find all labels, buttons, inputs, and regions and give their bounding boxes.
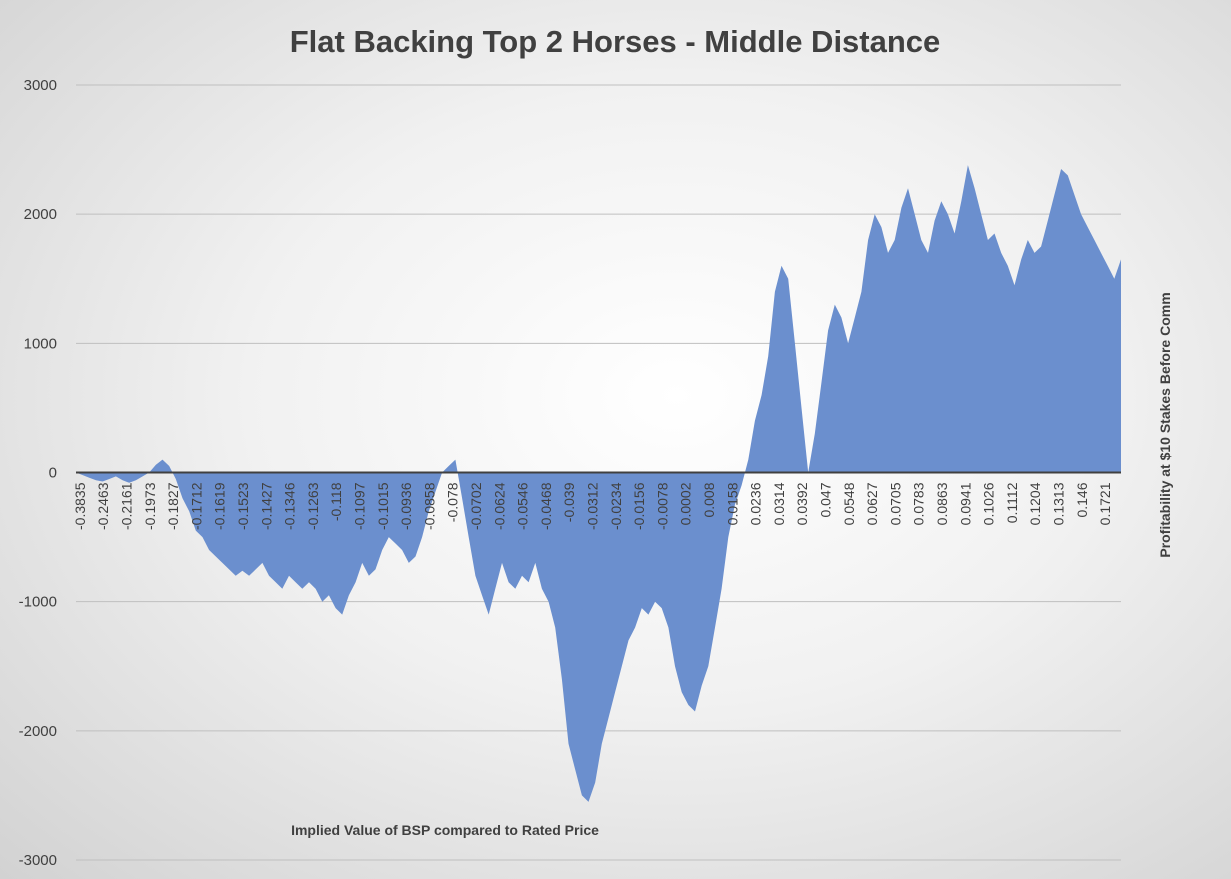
x-tick-label: -0.1015 <box>375 482 391 530</box>
x-tick-label: 0.008 <box>701 482 717 517</box>
x-tick-label: -0.078 <box>445 482 461 522</box>
x-tick-label: -0.3835 <box>72 482 88 530</box>
y-tick-label: -3000 <box>19 852 57 869</box>
x-axis: -0.3835 -0.2463 -0.2161 -0.1973 -0.1827 -0.17… <box>72 482 1113 530</box>
x-tick-label: 0.0705 <box>887 482 903 525</box>
x-tick-label: 0.047 <box>818 482 834 517</box>
x-tick-label: 0.0002 <box>678 482 694 525</box>
x-tick-label: -0.0936 <box>398 482 414 530</box>
x-tick-label: 0.0783 <box>911 482 927 525</box>
x-tick-label: -0.0468 <box>538 482 554 530</box>
x-tick-label: 0.0941 <box>957 482 973 525</box>
x-tick-label: -0.0624 <box>491 482 507 530</box>
x-tick-label: 0.1112 <box>1004 482 1020 523</box>
x-tick-label: -0.0156 <box>631 482 647 530</box>
x-tick-label: -0.2161 <box>119 482 135 530</box>
x-tick-label: -0.0234 <box>608 482 624 530</box>
x-tick-label: -0.1427 <box>258 482 274 530</box>
x-tick-label: -0.0702 <box>468 482 484 530</box>
x-tick-label: -0.0546 <box>515 482 531 530</box>
y-axis-label: Profitability at $10 Stakes Before Comm <box>1157 292 1173 557</box>
y-tick-label: 2000 <box>24 206 57 223</box>
x-tick-label: 0.0548 <box>841 482 857 525</box>
x-tick-label: 0.0158 <box>724 482 740 525</box>
x-tick-label: -0.1827 <box>165 482 181 530</box>
y-tick-label: 1000 <box>24 335 57 352</box>
x-tick-label: -0.118 <box>328 482 344 521</box>
x-tick-label: 0.0627 <box>864 482 880 525</box>
x-tick-label: -0.1263 <box>305 482 321 530</box>
x-tick-label: 0.0863 <box>934 482 950 525</box>
y-tick-label: 0 <box>49 465 57 482</box>
plot-area <box>76 165 1121 802</box>
x-tick-label: 0.1313 <box>1051 482 1067 525</box>
x-tick-label: -0.1097 <box>352 482 368 530</box>
x-tick-label: -0.1523 <box>235 482 251 530</box>
x-tick-label: -0.2463 <box>95 482 111 530</box>
y-tick-label: -1000 <box>19 594 57 611</box>
x-tick-label: 0.1026 <box>981 482 997 525</box>
x-tick-label: 0.0236 <box>748 482 764 525</box>
x-tick-label: 0.0314 <box>771 482 787 525</box>
x-axis-label: Implied Value of BSP compared to Rated P… <box>291 822 599 838</box>
x-tick-label: 0.1204 <box>1027 482 1043 525</box>
x-tick-label: -0.0858 <box>421 482 437 530</box>
x-tick-label: 0.146 <box>1074 482 1090 517</box>
chart-title: Flat Backing Top 2 Horses - Middle Dista… <box>290 24 941 59</box>
x-tick-label: -0.1346 <box>282 482 298 530</box>
x-tick-label: -0.0078 <box>654 482 670 530</box>
profit-area <box>76 165 1121 802</box>
x-tick-label: -0.1619 <box>212 482 228 530</box>
x-tick-label: -0.039 <box>561 482 577 522</box>
y-axis: 3000 2000 1000 0 -1000 -2000 -3000 <box>19 77 57 869</box>
x-tick-label: -0.1973 <box>142 482 158 530</box>
y-tick-label: 3000 <box>24 77 57 94</box>
x-tick-label: 0.0392 <box>794 482 810 525</box>
x-tick-label: -0.1712 <box>188 482 204 530</box>
x-tick-label: 0.1721 <box>1097 482 1113 525</box>
y-tick-label: -2000 <box>19 723 57 740</box>
x-tick-label: -0.0312 <box>585 482 601 530</box>
